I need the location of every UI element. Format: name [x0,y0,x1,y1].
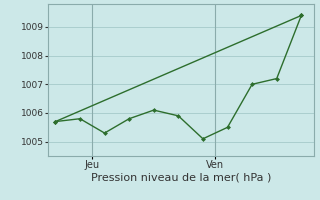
X-axis label: Pression niveau de la mer( hPa ): Pression niveau de la mer( hPa ) [91,173,271,183]
